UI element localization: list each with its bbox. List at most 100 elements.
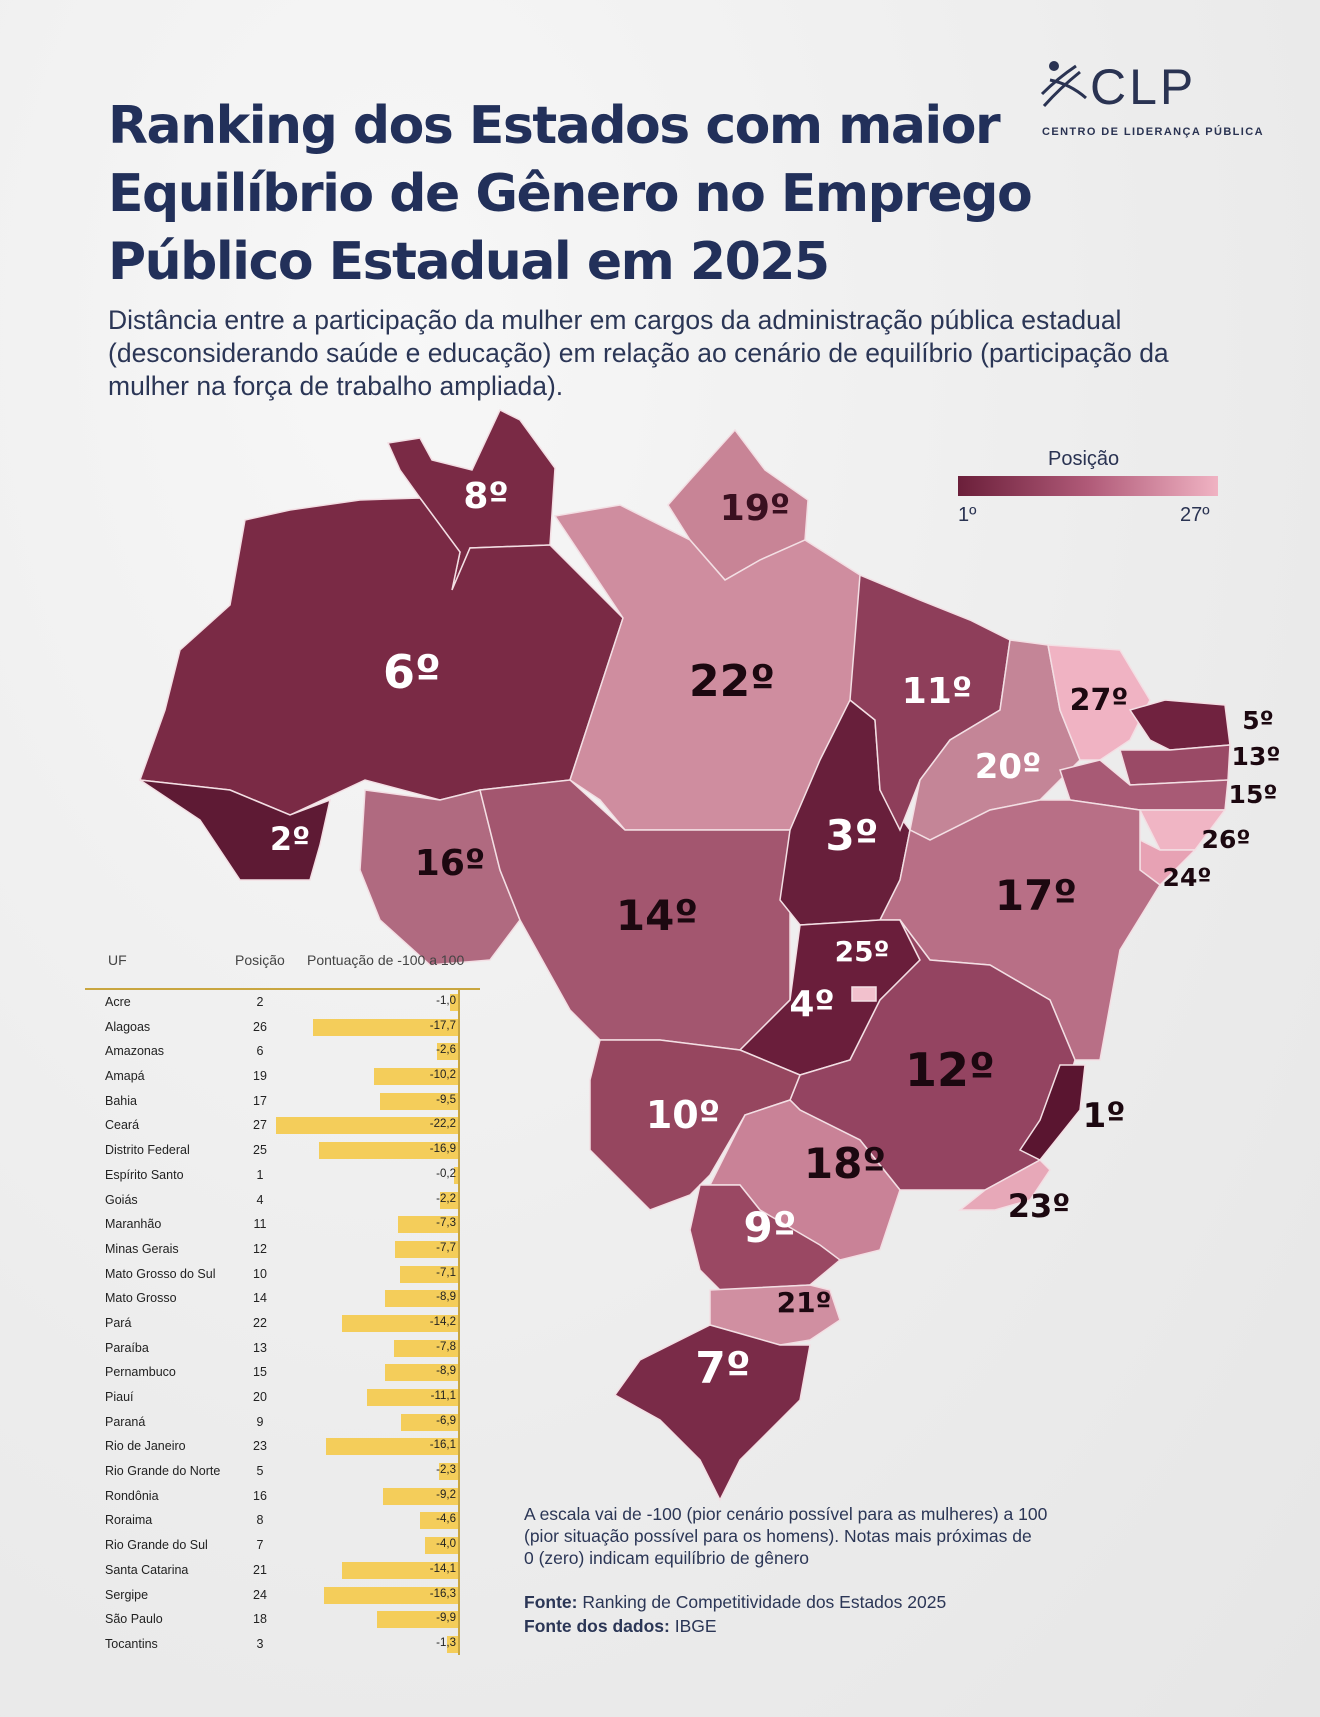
row-position: 13 [253,1340,267,1355]
row-score: -8,9 [436,1365,456,1378]
table-row: Minas Gerais 12 -7,7 [85,1237,480,1262]
score-bar [385,1364,458,1382]
row-score: -9,9 [436,1612,456,1625]
score-bar [324,1586,458,1604]
legend-title: Posição [1048,448,1120,470]
scale-note: A escala vai de -100 (pior cenário possí… [524,1503,1084,1569]
state-AC[interactable] [139,779,332,881]
row-score: -4,0 [436,1538,456,1551]
state-PB[interactable] [1119,744,1231,786]
subtitle-line-3: mulher na força de trabalho ampliada). [108,371,564,401]
row-score: -7,1 [436,1266,456,1279]
row-score: -10,2 [429,1069,456,1082]
score-bar [312,1018,458,1036]
row-score: -11,1 [430,1390,456,1402]
note-line-3: 0 (zero) indicam equilíbrio de gênero [524,1548,810,1568]
table-row: Tocantins 3 -1,3 [85,1632,480,1657]
legend-gradient [958,476,1218,496]
state-RO[interactable] [359,789,521,966]
map-label-SP: 18º [804,1139,886,1188]
map-label-RR: 8º [463,476,508,517]
row-position: 14 [253,1291,267,1306]
table-header: UF Posição Pontuação de -100 a 100 [85,950,480,990]
row-uf: Amazonas [105,1044,165,1059]
row-uf: Roraima [105,1513,153,1528]
row-score: -14,2 [429,1315,456,1328]
row-score: -14,1 [429,1562,456,1575]
row-position: 3 [256,1636,264,1651]
state-MS[interactable] [589,1039,801,1211]
row-uf: Paraná [105,1414,146,1429]
row-uf: Maranhão [105,1217,162,1232]
row-score: -17,7 [429,1019,456,1032]
page-title: Ranking dos Estados com maior Equilíbrio… [108,92,1033,296]
map-label-GO: 4º [789,984,834,1025]
row-uf: Mato Grosso [105,1291,177,1306]
row-score: -2,6 [436,1044,456,1057]
subtitle-line-2: (desconsiderando saúde e educação) em re… [108,338,1169,368]
table-row: Paraná 9 -6,9 [85,1410,480,1435]
table-row: Rio de Janeiro 23 -16,1 [85,1434,480,1459]
table-row: Mato Grosso do Sul 10 -7,1 [85,1262,480,1287]
row-position: 26 [253,1019,267,1034]
score-bar [319,1142,458,1160]
score-bar [342,1561,458,1579]
legend-max: 27º [1180,504,1210,526]
state-RN[interactable] [1128,699,1231,751]
map-label-ES: 1º [1083,1096,1126,1136]
row-score: -7,8 [436,1340,456,1353]
source-text: Ranking de Competitividade dos Estados 2… [582,1592,947,1612]
row-uf: Tocantins [105,1636,158,1651]
table-rows: Acre 2 -1,0 Alagoas 26 -17,7 Amazonas 6 -2,6 Amap… [85,990,480,1657]
table-row: Maranhão 11 -7,3 [85,1212,480,1237]
title-line-2: Equilíbrio de Gênero no Emprego [108,164,1033,224]
table-row: Amazonas 6 -2,6 [85,1039,480,1064]
row-uf: Pernambuco [105,1365,176,1380]
table-row: Rio Grande do Sul 7 -4,0 [85,1533,480,1558]
map-label-AC: 2º [270,820,310,858]
row-position: 11 [253,1217,267,1232]
row-position: 5 [256,1464,264,1479]
row-position: 27 [253,1118,267,1133]
map-label-AL: 26º [1202,825,1251,854]
score-bar [436,1043,458,1061]
state-PR[interactable] [689,1184,842,1291]
data-source-label: Fonte dos dados: [524,1616,670,1636]
map-label-SE: 24º [1163,863,1212,892]
state-CE[interactable] [1047,644,1151,761]
row-position: 2 [256,995,264,1009]
row-score: -7,7 [436,1241,456,1254]
row-position: 16 [253,1488,267,1503]
row-position: 19 [253,1069,267,1084]
map-label-PI: 20º [975,747,1042,787]
state-AM[interactable] [138,497,624,816]
table-row: Acre 2 -1,0 [85,990,480,1015]
state-RJ[interactable] [957,1159,1051,1211]
row-position: 7 [256,1538,264,1553]
score-bar [380,1092,458,1110]
title-line-3: Público Estadual em 2025 [108,232,830,292]
state-DF[interactable] [851,986,877,1002]
row-uf: Rio Grande do Sul [105,1538,208,1553]
row-uf: Goiás [105,1192,138,1207]
score-bar [425,1537,458,1555]
map-label-PR: 9º [744,1203,797,1252]
row-uf: Ceará [105,1118,140,1133]
map-label-PA: 22º [689,656,775,707]
map-label-AM: 6º [383,645,441,699]
map-label-AP: 19º [720,488,790,529]
map-label-MG: 12º [905,1043,995,1097]
score-bar [382,1487,458,1505]
row-position: 1 [256,1167,264,1182]
score-bar [374,1068,458,1086]
score-bar [449,994,458,1011]
header-rule [85,988,480,990]
table-row: Bahia 17 -9,5 [85,1089,480,1114]
header-pos: Posição [235,952,285,968]
score-bar [366,1389,458,1406]
map-label-SC: 21º [777,1286,832,1319]
score-bar [398,1216,458,1234]
score-bar [420,1512,458,1530]
map-label-RN: 5º [1242,706,1274,735]
state-RS[interactable] [613,1324,811,1502]
